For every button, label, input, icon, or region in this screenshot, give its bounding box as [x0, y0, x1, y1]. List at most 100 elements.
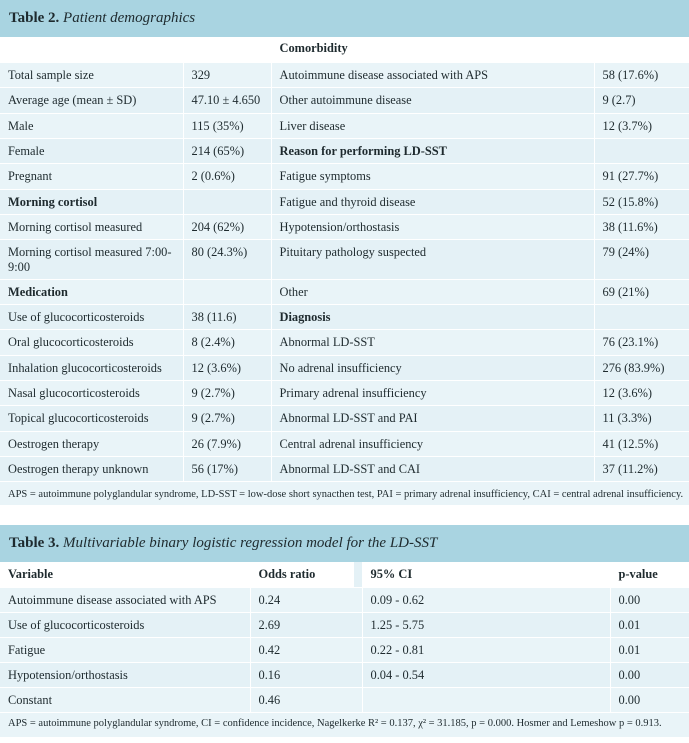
table-2-cell	[594, 304, 689, 330]
table-2-title-bar: Table 2. Patient demographics	[0, 0, 689, 37]
table-2-cell: 58 (17.6%)	[594, 62, 689, 88]
table-2-cell: 69 (21%)	[594, 279, 689, 305]
table-2-caption: Patient demographics	[63, 10, 196, 26]
table-2-cell: Medication	[0, 279, 184, 305]
table-3-gap-cell	[354, 612, 363, 638]
table-2-cell: Pregnant	[0, 163, 184, 190]
table-2-cell: Central adrenal insufficiency	[271, 431, 595, 457]
table-3-footnote: APS = autoimmune polyglandular syndrome,…	[0, 712, 689, 737]
table-2-cell: Fatigue and thyroid disease	[271, 189, 595, 215]
table-2: Table 2. Patient demographics Comorbidit…	[0, 0, 689, 511]
table-2-cell: 12 (3.6%)	[594, 380, 689, 406]
table-2-cell: 9 (2.7%)	[183, 405, 272, 432]
table-2-cell: Primary adrenal insufficiency	[271, 380, 595, 406]
table-2-body: Total sample size 329 Autoimmune disease a…	[0, 62, 689, 482]
table-2-row: Pregnant 2 (0.6%) Fatigue symptoms 91 (27.7…	[0, 163, 689, 190]
table-3: Table 3. Multivariable binary logistic r…	[0, 525, 689, 737]
table-gap	[0, 505, 689, 525]
table-3-row: Autoimmune disease associated with APS 0.…	[0, 587, 689, 613]
table-2-cell: 76 (23.1%)	[594, 329, 689, 356]
table-3-row: Constant 0.46 0.00	[0, 687, 689, 713]
table-2-cell: 276 (83.9%)	[594, 355, 689, 381]
table-2-cell: 9 (2.7%)	[183, 380, 272, 406]
table-3-header-variable: Variable	[0, 562, 251, 588]
table-2-cell: 329	[183, 62, 272, 88]
table-2-cell: Abnormal LD-SST and CAI	[271, 456, 595, 482]
table-2-header-comorbidity: Comorbidity	[271, 37, 595, 63]
table-2-cell: Hypotension/orthostasis	[271, 214, 595, 240]
table-2-cell: Morning cortisol	[0, 189, 184, 215]
table-3-cell: Use of glucocorticosteroids	[0, 612, 251, 638]
table-2-cell: Other	[271, 279, 595, 305]
table-2-cell: 2 (0.6%)	[183, 163, 272, 190]
table-2-cell: Fatigue symptoms	[271, 163, 595, 190]
table-3-caption: Multivariable binary logistic regression…	[63, 535, 438, 551]
table-2-row: Female 214 (65%) Reason for performing LD-…	[0, 138, 689, 164]
table-2-cell: Use of glucocorticosteroids	[0, 304, 184, 330]
table-3-cell: 0.00	[610, 587, 689, 613]
table-2-cell: Liver disease	[271, 113, 595, 139]
table-3-header-gap	[354, 562, 363, 588]
table-2-cell: 9 (2.7)	[594, 87, 689, 114]
table-3-cell: 0.00	[610, 687, 689, 713]
table-2-cell: 56 (17%)	[183, 456, 272, 482]
table-3-row: Fatigue 0.42 0.22 - 0.81 0.01	[0, 637, 689, 663]
table-2-cell: 8 (2.4%)	[183, 329, 272, 356]
table-2-cell: 214 (65%)	[183, 138, 272, 164]
table-2-cell: Abnormal LD-SST and PAI	[271, 405, 595, 432]
table-2-cell: Topical glucocorticosteroids	[0, 405, 184, 432]
table-2-cell: 47.10 ± 4.650	[183, 87, 272, 114]
table-2-cell: Diagnosis	[271, 304, 595, 330]
table-3-cell: 0.24	[250, 587, 354, 613]
table-2-row: Morning cortisol measured 7:00-9:00 80 (2…	[0, 239, 689, 280]
table-2-row: Morning cortisol Fatigue and thyroid dise…	[0, 189, 689, 215]
table-3-header-p-value: p-value	[610, 562, 689, 588]
table-2-cell: Morning cortisol measured 7:00-9:00	[0, 239, 184, 280]
table-3-row: Use of glucocorticosteroids 2.69 1.25 - 5.…	[0, 612, 689, 638]
table-2-cell	[183, 189, 272, 215]
table-2-row: Topical glucocorticosteroids 9 (2.7%) Abno…	[0, 405, 689, 432]
table-2-header-cell	[594, 37, 689, 63]
table-3-cell: Constant	[0, 687, 251, 713]
table-2-cell: 12 (3.7%)	[594, 113, 689, 139]
table-3-title-bar: Table 3. Multivariable binary logistic r…	[0, 525, 689, 562]
table-2-cell: Female	[0, 138, 184, 164]
table-2-row: Nasal glucocorticosteroids 9 (2.7%) Primar…	[0, 380, 689, 406]
table-2-cell: Abnormal LD-SST	[271, 329, 595, 356]
table-2-cell: Nasal glucocorticosteroids	[0, 380, 184, 406]
table-3-cell: Fatigue	[0, 637, 251, 663]
table-2-cell: 11 (3.3%)	[594, 405, 689, 432]
table-3-row: Hypotension/orthostasis 0.16 0.04 - 0.54 0.…	[0, 662, 689, 688]
table-3-cell: 0.22 - 0.81	[362, 637, 611, 663]
table-2-cell: 52 (15.8%)	[594, 189, 689, 215]
table-2-cell: 204 (62%)	[183, 214, 272, 240]
table-3-cell: 0.09 - 0.62	[362, 587, 611, 613]
table-2-cell: 38 (11.6%)	[594, 214, 689, 240]
table-2-cell: 80 (24.3%)	[183, 239, 272, 280]
table-2-cell: 91 (27.7%)	[594, 163, 689, 190]
table-2-cell: Total sample size	[0, 62, 184, 88]
table-2-row: Oestrogen therapy 26 (7.9%) Central adrena…	[0, 431, 689, 457]
table-2-cell: Other autoimmune disease	[271, 87, 595, 114]
table-2-cell: Oestrogen therapy	[0, 431, 184, 457]
table-2-cell: 41 (12.5%)	[594, 431, 689, 457]
table-3-header-row: Variable Odds ratio 95% CI p-value	[0, 562, 689, 588]
table-2-cell: 12 (3.6%)	[183, 355, 272, 381]
table-2-grid: Comorbidity Total sample size 329 Autoimmu…	[0, 37, 689, 482]
table-2-cell: Average age (mean ± SD)	[0, 87, 184, 114]
table-2-header-cell	[183, 37, 272, 63]
table-3-grid: Variable Odds ratio 95% CI p-value Autoi…	[0, 562, 689, 713]
table-2-cell: Oestrogen therapy unknown	[0, 456, 184, 482]
table-2-header-row: Comorbidity	[0, 37, 689, 63]
table-2-cell	[183, 279, 272, 305]
table-2-cell	[594, 138, 689, 164]
table-2-cell: 115 (35%)	[183, 113, 272, 139]
table-2-cell: No adrenal insufficiency	[271, 355, 595, 381]
table-3-cell	[362, 687, 611, 713]
table-2-header-cell	[0, 37, 184, 63]
table-2-cell: Morning cortisol measured	[0, 214, 184, 240]
table-3-cell: 0.00	[610, 662, 689, 688]
table-2-cell: Reason for performing LD-SST	[271, 138, 595, 164]
table-2-cell: 38 (11.6)	[183, 304, 272, 330]
table-2-cell: Inhalation glucocorticosteroids	[0, 355, 184, 381]
